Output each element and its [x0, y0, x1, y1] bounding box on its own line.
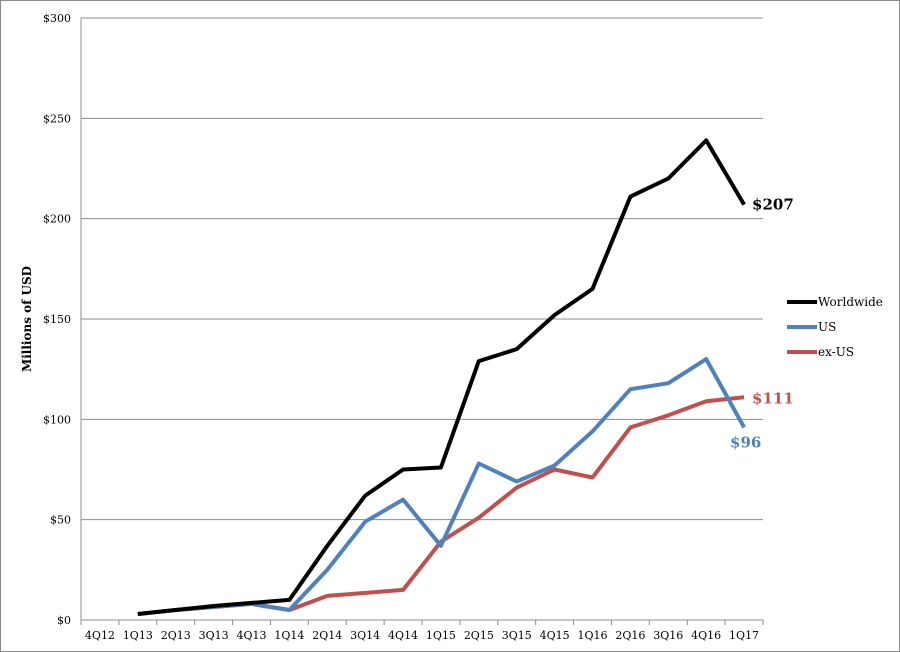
x-tick-label: 3Q13	[199, 629, 229, 642]
x-tick-label: 2Q13	[161, 629, 191, 642]
legend-label-ex-us: ex-US	[818, 345, 854, 359]
x-tick-label: 2Q16	[615, 629, 645, 642]
y-tick-label: $50	[50, 514, 71, 527]
x-tick-label: 1Q14	[274, 629, 304, 642]
x-tick-label: 2Q15	[464, 629, 494, 642]
x-tick-label: 4Q15	[540, 629, 570, 642]
x-tick-label: 3Q15	[502, 629, 532, 642]
y-tick-label: $200	[43, 213, 71, 226]
end-label-us: $96	[730, 433, 761, 451]
x-tick-label: 4Q13	[236, 629, 266, 642]
y-tick-label: $250	[43, 112, 71, 125]
series-line-ex-us	[137, 395, 745, 616]
y-axis-label: Millions of USD	[20, 266, 34, 372]
y-tick-label: $300	[43, 12, 71, 25]
x-tick-label: 4Q16	[691, 629, 721, 642]
x-tick-label: 4Q14	[388, 629, 418, 642]
end-label-worldwide: $207	[752, 196, 794, 214]
x-tick-label: 4Q12	[85, 629, 115, 642]
x-tick-label: 1Q13	[123, 629, 153, 642]
x-tick-label: 2Q14	[312, 629, 342, 642]
y-tick-label: $0	[57, 614, 71, 627]
legend-label-us: US	[818, 320, 836, 334]
x-tick-label: 1Q17	[729, 629, 759, 642]
legend-label-worldwide: Worldwide	[818, 295, 883, 309]
x-tick-label: 3Q14	[350, 629, 380, 642]
series-line-us	[137, 357, 746, 616]
y-tick-label: $150	[43, 313, 71, 326]
y-tick-label: $100	[43, 413, 71, 426]
series-line-worldwide	[137, 138, 746, 616]
x-tick-label: 1Q16	[577, 629, 607, 642]
x-tick-label: 3Q16	[653, 629, 683, 642]
x-tick-label: 1Q15	[426, 629, 456, 642]
end-label-ex-us: $111	[752, 389, 794, 407]
